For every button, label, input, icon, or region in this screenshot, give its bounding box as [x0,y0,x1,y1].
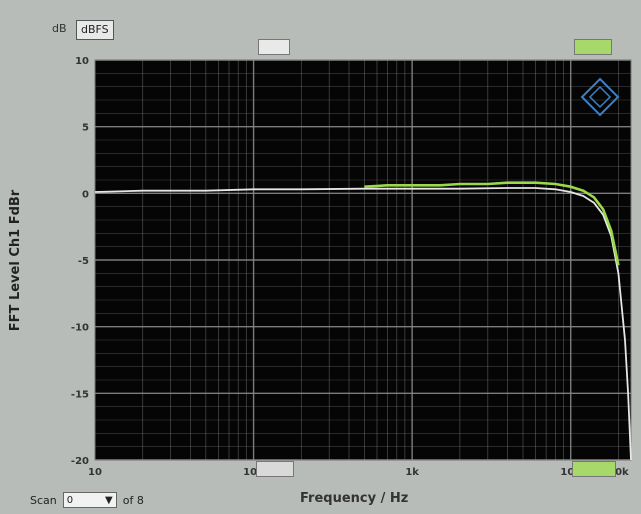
cursor-marker-right[interactable] [574,39,612,55]
y-tick-label: -5 [78,256,89,267]
y-tick-label: -10 [71,323,89,334]
scan-label: Scan [30,493,57,507]
x-tick-label: 1k [405,467,419,478]
series-line [94,187,632,461]
unit-value: dBFS [81,23,109,36]
series-line [364,181,620,266]
y-tick-label: -20 [71,456,89,467]
unit-selector[interactable]: dBFS [76,20,114,40]
y-tick-label: 10 [75,56,89,67]
y-tick-label: -15 [71,389,89,400]
cursor-marker-left[interactable] [258,39,290,55]
grid [95,59,631,461]
y-tick-label: 0 [82,189,89,200]
x-axis-label: Frequency / Hz [300,491,409,506]
scan-select[interactable]: 0 ▼ [62,492,117,508]
y-tick-labels: 10 5 0 -5 -10 -15 -20 [71,56,89,467]
trace-group [94,181,632,461]
x-tick-label: 10 [88,467,102,478]
y-tick-label: 5 [82,123,89,134]
x-cursor-left[interactable] [256,461,294,477]
plot-area [94,59,632,461]
scan-count: of 8 [122,493,144,507]
y-axis-label: FFT Level Ch1 FdBr [8,189,24,331]
x-cursor-right[interactable] [572,461,616,477]
unit-prefix-label: dB [52,22,67,35]
logo-icon [580,77,620,117]
x-tick-labels: 10 100 1k 10k 20k [88,467,629,478]
scan-select-value: 0 [66,494,74,506]
scan-control: Scan 0 ▼ of 8 [30,492,144,508]
y-axis-label-wrap: FFT Level Ch1 FdBr [6,60,26,460]
chevron-down-icon: ▼ [105,494,113,506]
